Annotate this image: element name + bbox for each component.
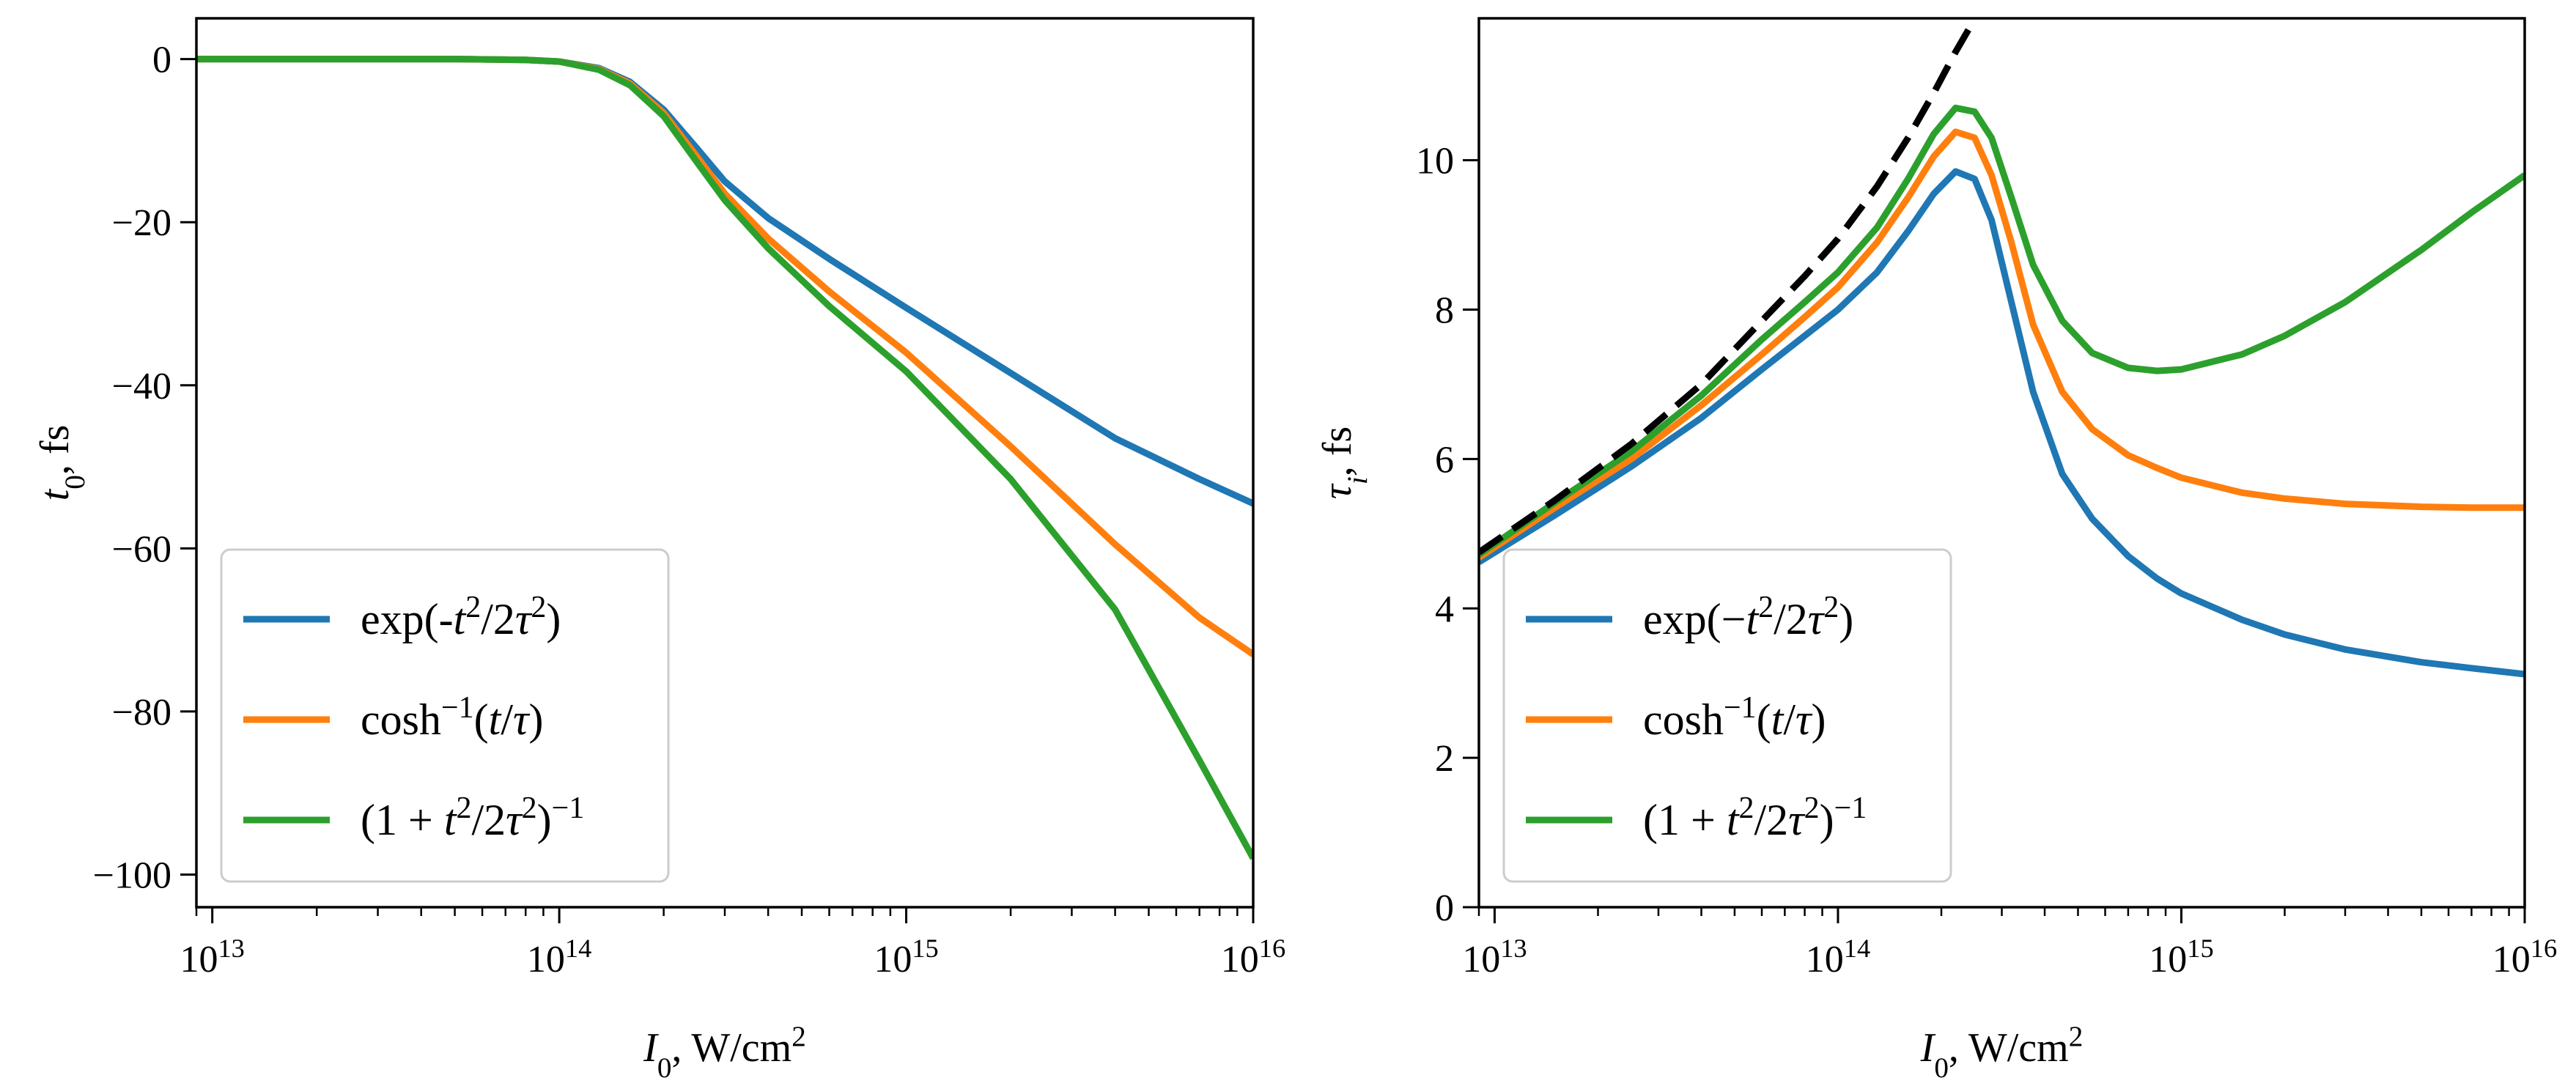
- right-legend-label-sech: cosh−1(t/τ): [1643, 691, 1826, 744]
- left-series-lorentzian: [196, 56, 1253, 860]
- right-x-tick-label: 1015: [2149, 934, 2213, 980]
- left-x-axis-label: I0, W/cm2: [643, 1021, 806, 1084]
- right-series-sech: [1479, 128, 2525, 561]
- right-legend-label-lorentzian: (1 + t2/2τ2)−1: [1643, 791, 1867, 844]
- right-panel: 1013 1014 1015 1016 0 2 4 6 8 10 exp(−t2/2τ2) cosh−…: [1315, 17, 2557, 1084]
- right-legend-box: [1502, 548, 1952, 883]
- right-y-tick-label: 8: [1435, 290, 1454, 332]
- left-y-tick-label: −100: [93, 854, 171, 896]
- left-legend-label-gaussian: exp(-t2/2τ2): [361, 591, 561, 643]
- left-axes-frame: [195, 17, 1255, 909]
- right-series-lorentzian: [1479, 104, 2525, 558]
- left-y-axis-label: t0, fs: [32, 425, 91, 501]
- left-y-tick-label: −60: [112, 528, 171, 570]
- right-y-tick-label: 6: [1435, 439, 1454, 481]
- left-legend-label-lorentzian: (1 + t2/2τ2)−1: [361, 791, 584, 844]
- right-series-group: [1479, 18, 2525, 678]
- right-x-tick-label: 1014: [1806, 934, 1870, 980]
- right-x-axis-label: I0, W/cm2: [1920, 1021, 2084, 1084]
- left-y-tick-label: −80: [112, 692, 171, 734]
- left-y-tick-label: −40: [112, 366, 171, 407]
- left-x-tick-label: 1015: [874, 934, 938, 980]
- right-series-gaussian: [1479, 168, 2525, 678]
- right-x-tick-label: 1013: [1462, 934, 1527, 980]
- right-y-tick-label: 10: [1416, 141, 1454, 182]
- left-legend-label-sech: cosh−1(t/τ): [361, 691, 543, 744]
- left-y-tick-label: 0: [152, 40, 171, 81]
- left-x-tick-label: 1016: [1221, 934, 1285, 980]
- right-legend-label-gaussian: exp(−t2/2τ2): [1643, 591, 1853, 643]
- right-x-minor-ticks: [1477, 907, 2510, 916]
- right-y-axis-label: τi, fs: [1315, 426, 1373, 499]
- right-axes-frame: [1477, 17, 2526, 909]
- right-y-tick-label: 0: [1435, 887, 1454, 929]
- left-x-tick-label: 1014: [527, 934, 591, 980]
- right-x-tick-label: 1016: [2492, 934, 2557, 980]
- right-legend: exp(−t2/2τ2) cosh−1(t/τ) (1 + t2/2τ2)−1: [1502, 548, 1952, 883]
- left-panel: 1013 1014 1015 1016 0 −20 −40 −60 −80 −100 exp(-t2…: [32, 17, 1285, 1084]
- right-y-tick-label: 4: [1435, 588, 1454, 630]
- left-x-minor-ticks: [195, 907, 1239, 916]
- right-y-tick-label: 2: [1435, 738, 1454, 780]
- left-x-tick-label: 1013: [180, 934, 244, 980]
- left-legend: exp(-t2/2τ2) cosh−1(t/τ) (1 + t2/2τ2)−1: [220, 548, 670, 883]
- left-series-group: [196, 56, 1253, 860]
- left-y-tick-label: −20: [112, 202, 171, 244]
- left-legend-box: [220, 548, 670, 883]
- right-series-reference: [1479, 18, 1979, 555]
